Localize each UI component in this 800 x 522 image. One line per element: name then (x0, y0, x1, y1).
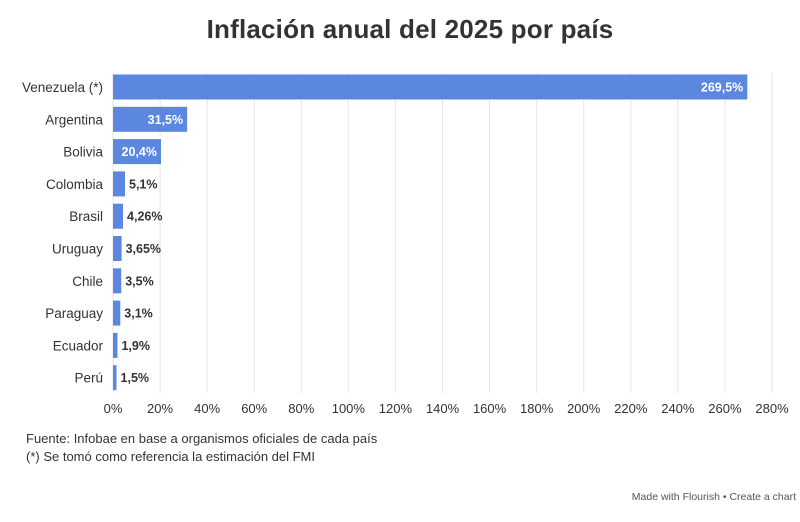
bar[interactable] (113, 139, 162, 165)
data-label: 269,5% (701, 81, 743, 95)
category-label: Chile (72, 274, 103, 289)
data-label: 4,26% (127, 210, 162, 224)
x-tick-label: 160% (473, 401, 507, 416)
x-tick-label: 40% (194, 401, 220, 416)
source-note: Fuente: Infobae en base a organismos ofi… (26, 431, 378, 446)
x-tick-label: 140% (426, 401, 460, 416)
x-tick-label: 260% (708, 401, 742, 416)
bar[interactable] (113, 365, 117, 391)
category-label: Colombia (46, 177, 104, 192)
bar[interactable] (113, 236, 122, 261)
data-label: 1,9% (121, 339, 150, 353)
bar[interactable] (113, 74, 748, 100)
create-chart-link[interactable]: Create a chart (729, 491, 796, 503)
category-label: Argentina (45, 112, 103, 127)
bar[interactable] (113, 171, 126, 197)
bar[interactable] (113, 106, 188, 132)
x-tick-label: 240% (661, 401, 695, 416)
data-label: 31,5% (148, 113, 183, 127)
x-tick-label: 100% (332, 401, 366, 416)
category-label: Bolivia (63, 145, 103, 160)
x-tick-label: 180% (520, 401, 554, 416)
bar[interactable] (113, 268, 122, 294)
data-label: 20,4% (122, 145, 157, 159)
data-label: 1,5% (121, 371, 150, 385)
made-with-flourish-link[interactable]: Made with Flourish (631, 491, 720, 503)
x-tick-label: 200% (567, 401, 601, 416)
credit-separator: • (722, 491, 727, 503)
category-label: Paraguay (45, 306, 103, 321)
chart-notes: Fuente: Infobae en base a organismos ofi… (26, 430, 377, 466)
footnote: (*) Se tomó como referencia la estimació… (26, 449, 315, 464)
bar[interactable] (113, 332, 118, 358)
data-label: 3,1% (124, 307, 153, 321)
category-label: Brasil (69, 209, 103, 224)
data-label: 5,1% (129, 177, 158, 191)
x-tick-label: 60% (241, 401, 267, 416)
x-tick-label: 0% (104, 401, 123, 416)
x-tick-label: 20% (147, 401, 173, 416)
chart-title: Inflación anual del 2025 por país (206, 14, 614, 44)
x-tick-label: 280% (755, 401, 789, 416)
flourish-credit: Made with Flourish • Create a chart (632, 491, 796, 503)
x-tick-label: 120% (379, 401, 413, 416)
bar[interactable] (113, 203, 124, 229)
x-tick-label: 220% (614, 401, 648, 416)
data-label: 3,65% (126, 242, 161, 256)
x-tick-label: 80% (288, 401, 314, 416)
bar-chart: 0% 20% 40% 60% 80% 100% 120% 140% 160% 180% 200% 22… (22, 73, 789, 416)
category-label: Ecuador (53, 338, 104, 353)
data-label: 3,5% (125, 274, 154, 288)
bar[interactable] (113, 300, 121, 326)
category-label: Venezuela (*) (22, 80, 103, 95)
category-label: Perú (74, 371, 103, 386)
category-label: Uruguay (52, 242, 103, 257)
